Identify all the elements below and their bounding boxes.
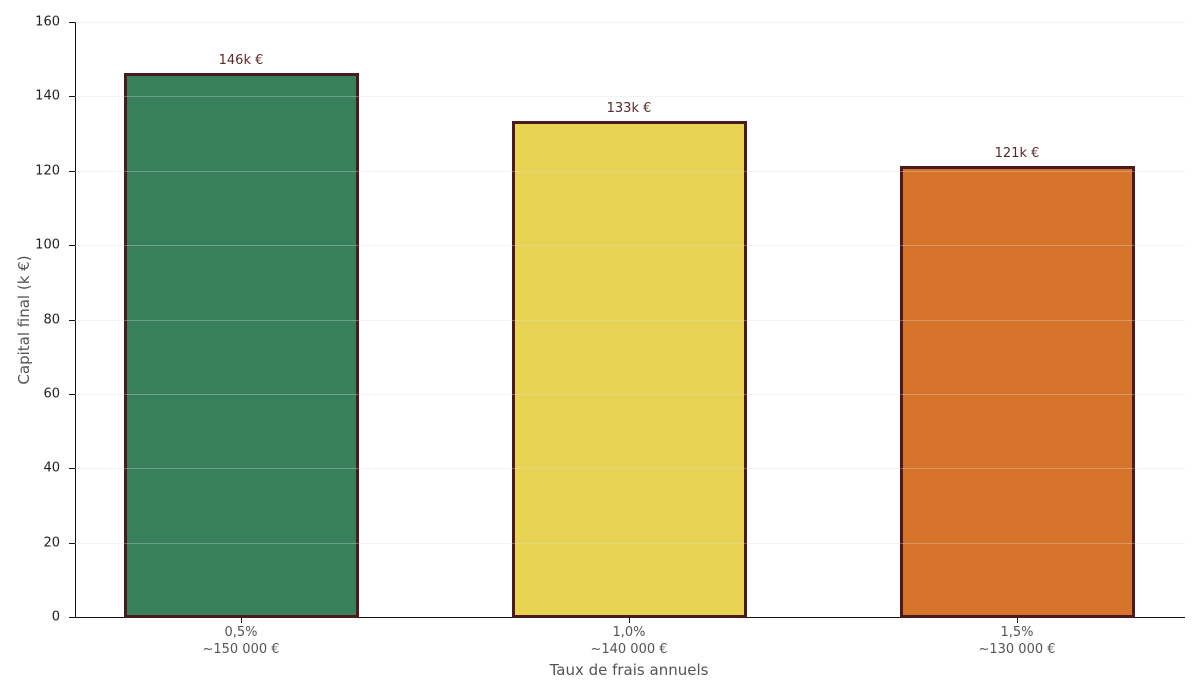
bar-1 [123, 72, 359, 618]
y-tick-label: 100 [35, 237, 60, 253]
y-tick [69, 96, 75, 98]
category-sublabel: ~130 000 € [978, 642, 1056, 657]
gridline [75, 22, 1185, 23]
y-tick [69, 617, 75, 618]
y-tick [69, 542, 75, 544]
gridline [75, 96, 1185, 98]
bar-3 [899, 165, 1135, 618]
x-tick-label: 0,5% ~150 000 € [141, 624, 341, 658]
x-axis-label: Taux de frais annuels [549, 661, 709, 679]
y-tick [69, 319, 75, 321]
y-tick [69, 22, 75, 23]
x-tick [1017, 618, 1018, 623]
category-sublabel: ~140 000 € [590, 642, 668, 657]
y-tick [69, 245, 75, 247]
gridline [75, 245, 1185, 247]
bar-value-label: 121k € [994, 146, 1040, 162]
bar-value-label: 146k € [218, 53, 264, 69]
y-tick-label: 140 [35, 88, 60, 104]
x-tick-label: 1,5% ~130 000 € [917, 624, 1117, 658]
gridline [75, 468, 1185, 470]
x-tick [241, 618, 242, 623]
y-tick-label: 60 [43, 386, 60, 402]
y-axis [75, 22, 76, 618]
bar-value-label: 133k € [606, 101, 652, 117]
gridline [75, 319, 1185, 321]
y-tick-label: 80 [43, 312, 60, 327]
y-tick [69, 468, 75, 470]
y-tick-label: 120 [35, 163, 60, 179]
gridline [75, 393, 1185, 395]
gridline [75, 542, 1185, 544]
y-tick-label: 160 [35, 14, 60, 30]
category-label: 1,5% [1000, 625, 1034, 640]
gridline [75, 170, 1185, 172]
category-sublabel: ~150 000 € [202, 642, 280, 657]
y-tick-label: 40 [43, 460, 60, 476]
plot-area [75, 22, 1185, 617]
x-axis [75, 617, 1185, 618]
category-label: 1,0% [612, 625, 646, 640]
y-tick-label: 0 [51, 609, 60, 625]
y-tick [69, 393, 75, 395]
y-tick-label: 20 [43, 535, 60, 551]
bar-2 [511, 120, 747, 618]
x-tick [629, 618, 630, 623]
y-tick [69, 170, 75, 172]
x-tick-label: 1,0% ~140 000 € [529, 624, 729, 658]
category-label: 0,5% [224, 625, 258, 640]
